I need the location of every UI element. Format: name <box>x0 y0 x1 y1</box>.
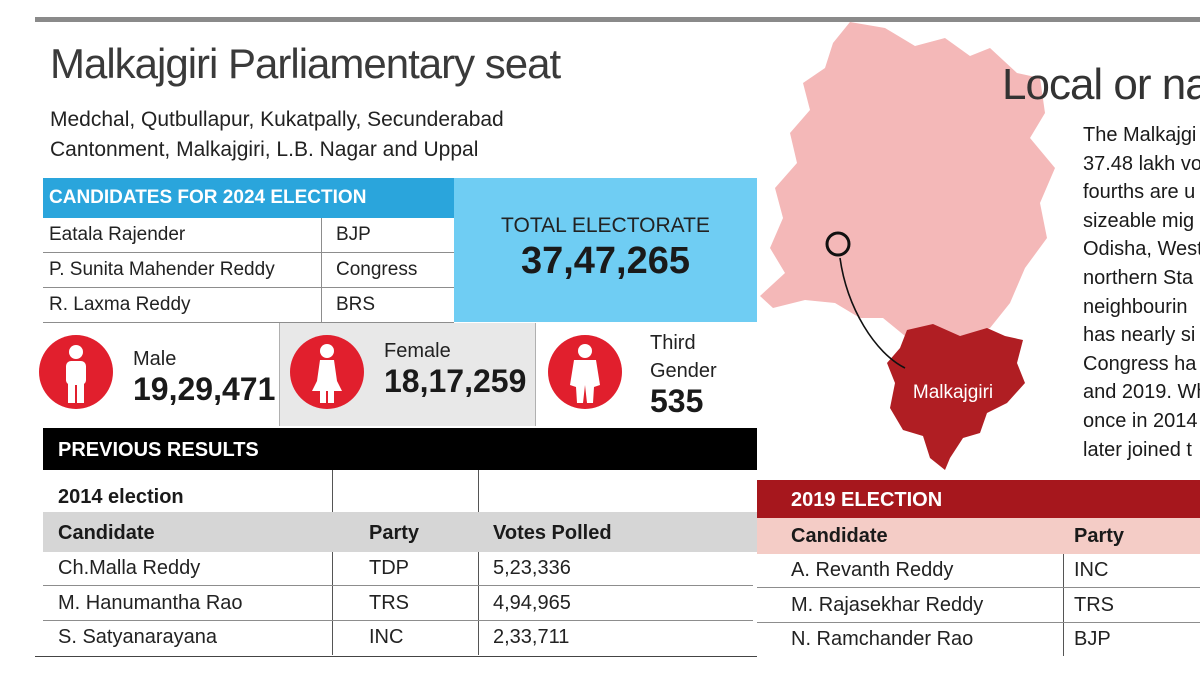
para-line: Odisha, West <box>1083 238 1200 261</box>
third-gender-label-line-2: Gender <box>650 360 717 382</box>
female-icon <box>290 335 364 409</box>
candidates-table: Eatala Rajender BJP P. Sunita Mahender R… <box>43 218 454 323</box>
electorate-value: 37,47,265 <box>520 240 691 282</box>
col-party: Party <box>1074 525 1125 547</box>
column-divider <box>332 470 333 655</box>
malkajgiri-region <box>887 324 1025 470</box>
side-title: Local or na <box>1002 60 1200 109</box>
candidate-party: BJP <box>321 218 454 253</box>
candidate-name: R. Laxma Reddy <box>43 287 322 323</box>
candidate-party: BJP <box>1074 628 1111 650</box>
table-row: P. Sunita Mahender Reddy Congress <box>43 252 454 288</box>
candidate-name: M. Hanumantha Rao <box>58 592 243 614</box>
votes-polled: 4,94,965 <box>493 592 571 614</box>
third-gender-value: 535 <box>650 383 704 419</box>
telangana-map: Malkajgiri <box>760 22 1055 470</box>
third-gender-label: Third Gender <box>650 329 717 385</box>
para-line: once in 2014 <box>1083 409 1198 432</box>
table-2014-header: Candidate Party Votes Polled <box>43 512 757 552</box>
candidate-name: P. Sunita Mahender Reddy <box>43 252 322 288</box>
para-line: and 2019. Wh <box>1083 381 1200 404</box>
pointer-line <box>839 257 906 369</box>
election-2019-heading: 2019 ELECTION <box>757 480 1200 518</box>
col-party: Party <box>369 522 420 544</box>
male-box: Male 19,29,471 <box>35 323 280 426</box>
candidate-party: TDP <box>369 557 409 579</box>
column-divider <box>478 470 479 655</box>
male-icon <box>39 335 113 409</box>
para-line: later joined t <box>1083 438 1192 461</box>
candidate-party: INC <box>369 626 404 648</box>
row-divider <box>757 587 1200 588</box>
candidate-name: N. Ramchander Rao <box>791 628 974 650</box>
para-line: fourths are u <box>1083 181 1196 204</box>
candidate-party: Congress <box>321 252 454 288</box>
female-label: Female <box>384 340 451 362</box>
map-region-label: Malkajgiri <box>913 382 993 403</box>
col-candidate: Candidate <box>58 522 155 544</box>
candidate-party: BRS <box>321 287 454 323</box>
candidate-name: S. Satyanarayana <box>58 626 217 648</box>
subtitle-line-2: Cantonment, Malkajgiri, L.B. Nagar and U… <box>50 138 479 161</box>
male-value: 19,29,471 <box>133 371 276 407</box>
bottom-rule <box>35 656 757 657</box>
candidate-name: M. Rajasekhar Reddy <box>791 594 984 616</box>
para-line: 37.48 lakh vo <box>1083 152 1200 175</box>
candidate-party: INC <box>1074 559 1109 581</box>
table-2019-body: A. Revanth Reddy INC M. Rajasekhar Reddy… <box>757 554 1200 656</box>
para-line: northern Sta <box>1083 266 1194 289</box>
col-votes: Votes Polled <box>493 522 612 544</box>
male-label: Male <box>133 348 177 370</box>
segments-subtitle: Medchal, Qutbullapur, Kukatpally, Secund… <box>50 105 504 165</box>
row-divider <box>757 622 1200 623</box>
para-line: Congress ha <box>1083 352 1197 375</box>
total-electorate-box: TOTAL ELECTORATE 37,47,265 <box>454 178 757 322</box>
candidate-name: A. Revanth Reddy <box>791 559 954 581</box>
candidate-name: Eatala Rajender <box>43 218 322 253</box>
row-divider <box>43 585 753 586</box>
table-2019-header: Candidate Party <box>757 518 1200 554</box>
top-rule <box>35 17 1200 22</box>
location-marker <box>825 231 851 257</box>
female-value: 18,17,259 <box>384 363 527 399</box>
col-candidate: Candidate <box>791 525 888 547</box>
electorate-label: TOTAL ELECTORATE <box>501 214 710 237</box>
table-2014-body: Ch.Malla Reddy TDP 5,23,336 M. Hanumanth… <box>43 552 757 656</box>
votes-polled: 2,33,711 <box>493 626 570 648</box>
state-outline <box>760 22 1055 348</box>
third-gender-label-line-1: Third <box>650 332 696 354</box>
para-line: The Malkajgi <box>1083 124 1197 146</box>
para-line: sizeable mig <box>1083 209 1195 232</box>
previous-results-heading: PREVIOUS RESULTS <box>43 428 757 470</box>
third-gender-icon <box>548 335 622 409</box>
candidates-heading: CANDIDATES FOR 2024 ELECTION <box>43 178 454 218</box>
candidate-party: TRS <box>1074 594 1114 616</box>
candidate-name: Ch.Malla Reddy <box>58 557 201 579</box>
female-box: Female 18,17,259 <box>280 323 536 426</box>
para-line: neighbourin <box>1083 295 1188 318</box>
votes-polled: 5,23,336 <box>493 557 571 579</box>
page-title: Malkajgiri Parliamentary seat <box>50 40 561 87</box>
table-row: Eatala Rajender BJP <box>43 218 454 253</box>
table-row: R. Laxma Reddy BRS <box>43 287 454 323</box>
para-line: has nearly si <box>1083 324 1196 347</box>
side-paragraph: The Malkajgi 37.48 lakh vo fourths are u… <box>1083 121 1200 464</box>
subtitle-line-1: Medchal, Qutbullapur, Kukatpally, Secund… <box>50 108 504 131</box>
third-gender-box: Third Gender 535 <box>536 323 757 426</box>
candidate-party: TRS <box>369 592 409 614</box>
row-divider <box>43 620 753 621</box>
election-2014-label: 2014 election <box>58 486 184 508</box>
